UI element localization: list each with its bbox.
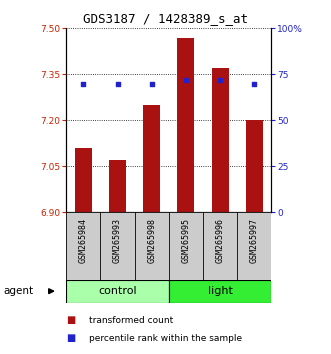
Text: GSM265984: GSM265984: [79, 218, 88, 263]
Text: light: light: [208, 286, 233, 296]
Point: [183, 77, 189, 83]
Text: percentile rank within the sample: percentile rank within the sample: [89, 333, 243, 343]
Text: control: control: [98, 286, 137, 296]
Point: [149, 81, 154, 86]
Bar: [246, 120, 263, 212]
Text: GSM265995: GSM265995: [181, 218, 190, 263]
Text: transformed count: transformed count: [89, 316, 174, 325]
Point: [81, 81, 86, 86]
Text: ■: ■: [66, 315, 75, 325]
Point: [217, 77, 223, 83]
Text: GSM265997: GSM265997: [250, 218, 259, 263]
Text: GDS3187 / 1428389_s_at: GDS3187 / 1428389_s_at: [83, 12, 248, 25]
Bar: [169, 280, 271, 303]
Text: agent: agent: [3, 286, 33, 296]
Text: ■: ■: [66, 333, 75, 343]
Text: GSM265996: GSM265996: [215, 218, 225, 263]
Bar: [66, 280, 169, 303]
Bar: [143, 105, 160, 212]
Text: GSM265998: GSM265998: [147, 218, 156, 263]
Bar: [109, 160, 126, 212]
Point: [115, 81, 120, 86]
Text: GSM265993: GSM265993: [113, 218, 122, 263]
Bar: [75, 148, 92, 212]
Bar: [177, 38, 194, 212]
Point: [252, 81, 257, 86]
Bar: [212, 68, 229, 212]
